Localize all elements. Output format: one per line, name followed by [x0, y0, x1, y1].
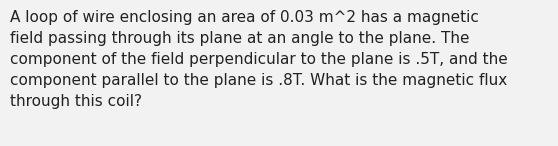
Text: A loop of wire enclosing an area of 0.03 m^2 has a magnetic
field passing throug: A loop of wire enclosing an area of 0.03…: [10, 10, 508, 109]
